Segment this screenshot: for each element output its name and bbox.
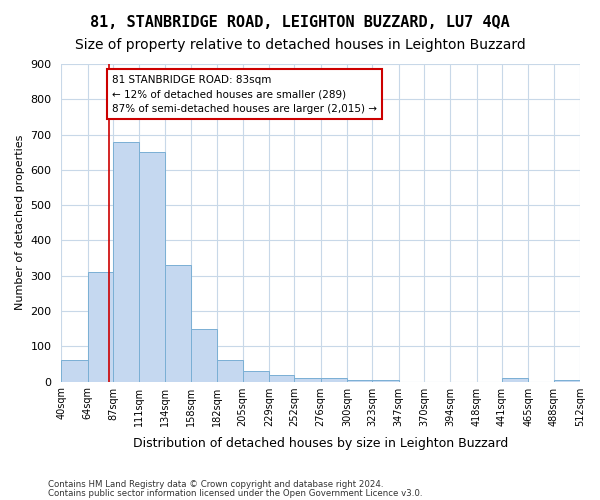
Y-axis label: Number of detached properties: Number of detached properties [15, 135, 25, 310]
Bar [347, 380, 373, 382]
Text: Size of property relative to detached houses in Leighton Buzzard: Size of property relative to detached ho… [74, 38, 526, 52]
Bar [502, 378, 529, 382]
Text: Contains HM Land Registry data © Crown copyright and database right 2024.: Contains HM Land Registry data © Crown c… [48, 480, 383, 489]
X-axis label: Distribution of detached houses by size in Leighton Buzzard: Distribution of detached houses by size … [133, 437, 508, 450]
Bar [321, 378, 347, 382]
Bar [242, 371, 269, 382]
Bar [139, 152, 164, 382]
Text: 81 STANBRIDGE ROAD: 83sqm
← 12% of detached houses are smaller (289)
87% of semi: 81 STANBRIDGE ROAD: 83sqm ← 12% of detac… [112, 74, 377, 114]
Bar [217, 360, 242, 382]
Bar [373, 380, 399, 382]
Bar [61, 360, 88, 382]
Bar [164, 265, 191, 382]
Bar [295, 378, 321, 382]
Text: 81, STANBRIDGE ROAD, LEIGHTON BUZZARD, LU7 4QA: 81, STANBRIDGE ROAD, LEIGHTON BUZZARD, L… [90, 15, 510, 30]
Bar [88, 272, 113, 382]
Bar [554, 380, 580, 382]
Bar [113, 142, 139, 382]
Bar [269, 375, 295, 382]
Text: Contains public sector information licensed under the Open Government Licence v3: Contains public sector information licen… [48, 489, 422, 498]
Bar [191, 330, 217, 382]
